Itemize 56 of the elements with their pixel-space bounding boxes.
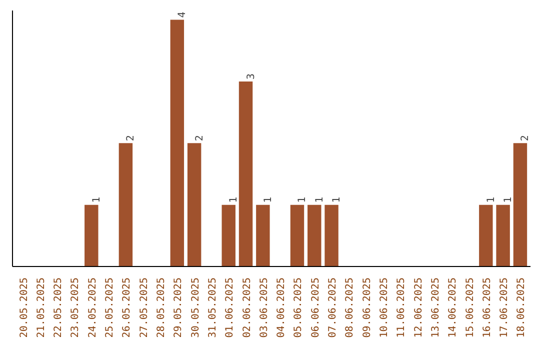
x-tick-label: 20.05.2025 xyxy=(18,277,30,338)
data-label: 1 xyxy=(486,196,497,203)
x-tick-label: 24.05.2025 xyxy=(87,277,98,338)
data-label: 1 xyxy=(297,196,308,203)
data-label: 1 xyxy=(332,196,343,203)
x-tick-label: 16.06.2025 xyxy=(482,277,493,338)
x-tick-label: 09.06.2025 xyxy=(362,277,373,338)
x-tick-label: 05.06.2025 xyxy=(293,277,304,338)
x-tick-label: 27.05.2025 xyxy=(138,277,150,338)
x-tick-label: 08.06.2025 xyxy=(344,277,356,338)
data-label: 1 xyxy=(503,196,514,203)
x-tick-label: 28.05.2025 xyxy=(156,277,168,338)
bar xyxy=(290,204,304,266)
x-tick-label: 26.05.2025 xyxy=(122,277,133,338)
bar xyxy=(324,204,338,266)
data-label: 1 xyxy=(228,196,240,203)
x-tick-label: 06.06.2025 xyxy=(310,277,322,338)
x-tick-label: 18.06.2025 xyxy=(516,277,528,338)
x-tick-label: 17.06.2025 xyxy=(499,277,510,338)
bar xyxy=(84,204,98,266)
x-tick-label: 22.05.2025 xyxy=(53,277,64,338)
data-label: 1 xyxy=(91,196,102,203)
data-label: 2 xyxy=(520,135,532,142)
x-tick-label: 14.06.2025 xyxy=(448,277,459,338)
x-tick-label: 23.05.2025 xyxy=(70,277,82,338)
bar xyxy=(513,143,528,266)
x-tick-label: 30.05.2025 xyxy=(190,277,202,338)
x-tick-label: 07.06.2025 xyxy=(328,277,339,338)
bar xyxy=(222,204,236,266)
x-tick-label: 12.06.2025 xyxy=(413,277,424,338)
x-tick-label: 21.05.2025 xyxy=(36,277,47,338)
bar xyxy=(308,204,322,266)
data-label: 2 xyxy=(194,135,206,142)
bar xyxy=(479,204,493,266)
x-tick-label: 10.06.2025 xyxy=(378,277,390,338)
data-label: 3 xyxy=(246,73,257,80)
data-label: 4 xyxy=(177,12,188,18)
bar xyxy=(118,143,133,266)
data-label: 2 xyxy=(126,135,137,142)
bar xyxy=(238,81,253,266)
x-tick-label: 25.05.2025 xyxy=(104,277,116,338)
bar xyxy=(170,20,184,266)
x-tick-label: 15.06.2025 xyxy=(464,277,476,338)
data-label: 1 xyxy=(314,196,326,203)
x-tick-label: 11.06.2025 xyxy=(396,277,408,338)
x-tick-label: 29.05.2025 xyxy=(173,277,184,338)
bar xyxy=(256,204,270,266)
x-tick-label: 04.06.2025 xyxy=(276,277,288,338)
x-tick-label: 02.06.2025 xyxy=(242,277,253,338)
x-tick-label: 03.06.2025 xyxy=(258,277,270,338)
bar xyxy=(187,143,202,266)
x-tick-label: 31.05.2025 xyxy=(207,277,218,338)
x-tick-label: 01.06.2025 xyxy=(224,277,236,338)
data-label: 1 xyxy=(262,196,274,203)
x-tick-label: 13.06.2025 xyxy=(430,277,442,338)
bar xyxy=(496,204,510,266)
